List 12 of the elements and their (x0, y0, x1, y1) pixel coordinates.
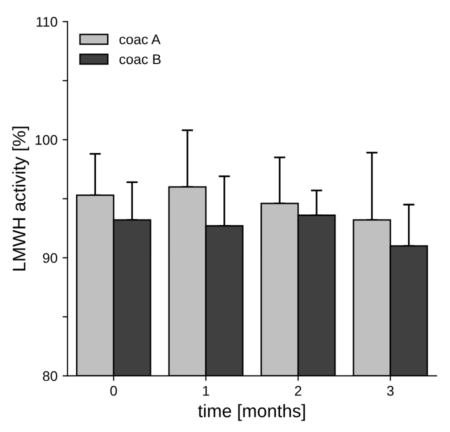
y-tick-label: 80 (42, 371, 58, 382)
x-tick-label: 2 (294, 386, 302, 396)
legend-label: coac A (119, 34, 161, 44)
y-tick-label: 90 (42, 253, 58, 263)
y-tick-label: 100 (36, 135, 58, 145)
legend-label: coac B (119, 54, 161, 64)
x-tick-label: 0 (110, 386, 117, 396)
x-axis-title: time [months] (198, 404, 305, 421)
x-tick-label: 1 (203, 386, 210, 396)
y-tick-label: 110 (36, 16, 58, 27)
y-axis-title: LMWH activity [%] (12, 126, 30, 270)
x-tick-label: 3 (387, 386, 394, 396)
